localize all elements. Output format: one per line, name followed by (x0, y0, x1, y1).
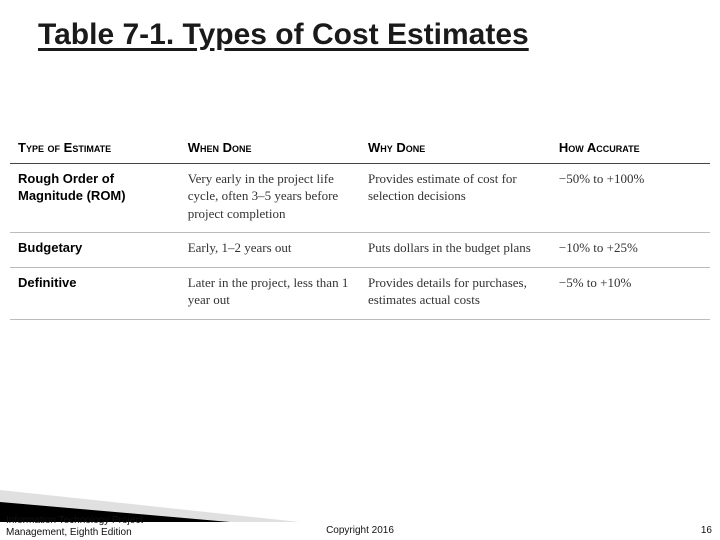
table-header: Type of Estimate When Done Why Done How … (10, 135, 710, 163)
col-header-why: Why Done (360, 135, 551, 163)
table-row: Budgetary Early, 1–2 years out Puts doll… (10, 233, 710, 268)
cost-estimates-table-container: Type of Estimate When Done Why Done How … (0, 135, 720, 320)
slide-footer: Information Technology Project Managemen… (0, 510, 720, 540)
cell-why: Provides details for purchases, estimate… (360, 267, 551, 319)
cell-when: Very early in the project life cycle, of… (180, 163, 360, 233)
footer-page-number: 16 (701, 525, 712, 536)
cost-estimates-table: Type of Estimate When Done Why Done How … (10, 135, 710, 320)
table-row: Definitive Later in the project, less th… (10, 267, 710, 319)
col-header-type: Type of Estimate (10, 135, 180, 163)
cell-accuracy: −5% to +10% (551, 267, 710, 319)
cell-why: Provides estimate of cost for selection … (360, 163, 551, 233)
slide: { "title": "Table 7-1. Types of Cost Est… (0, 0, 720, 540)
footer-copyright: Copyright 2016 (0, 525, 720, 536)
col-header-accuracy: How Accurate (551, 135, 710, 163)
cell-accuracy: −10% to +25% (551, 233, 710, 268)
cell-why: Puts dollars in the budget plans (360, 233, 551, 268)
cell-accuracy: −50% to +100% (551, 163, 710, 233)
cell-type: Rough Order of Magnitude (ROM) (10, 163, 180, 233)
table-row: Rough Order of Magnitude (ROM) Very earl… (10, 163, 710, 233)
cell-type: Budgetary (10, 233, 180, 268)
cell-when: Later in the project, less than 1 year o… (180, 267, 360, 319)
cell-type: Definitive (10, 267, 180, 319)
slide-title: Table 7-1. Types of Cost Estimates (0, 0, 720, 52)
cell-when: Early, 1–2 years out (180, 233, 360, 268)
col-header-when: When Done (180, 135, 360, 163)
